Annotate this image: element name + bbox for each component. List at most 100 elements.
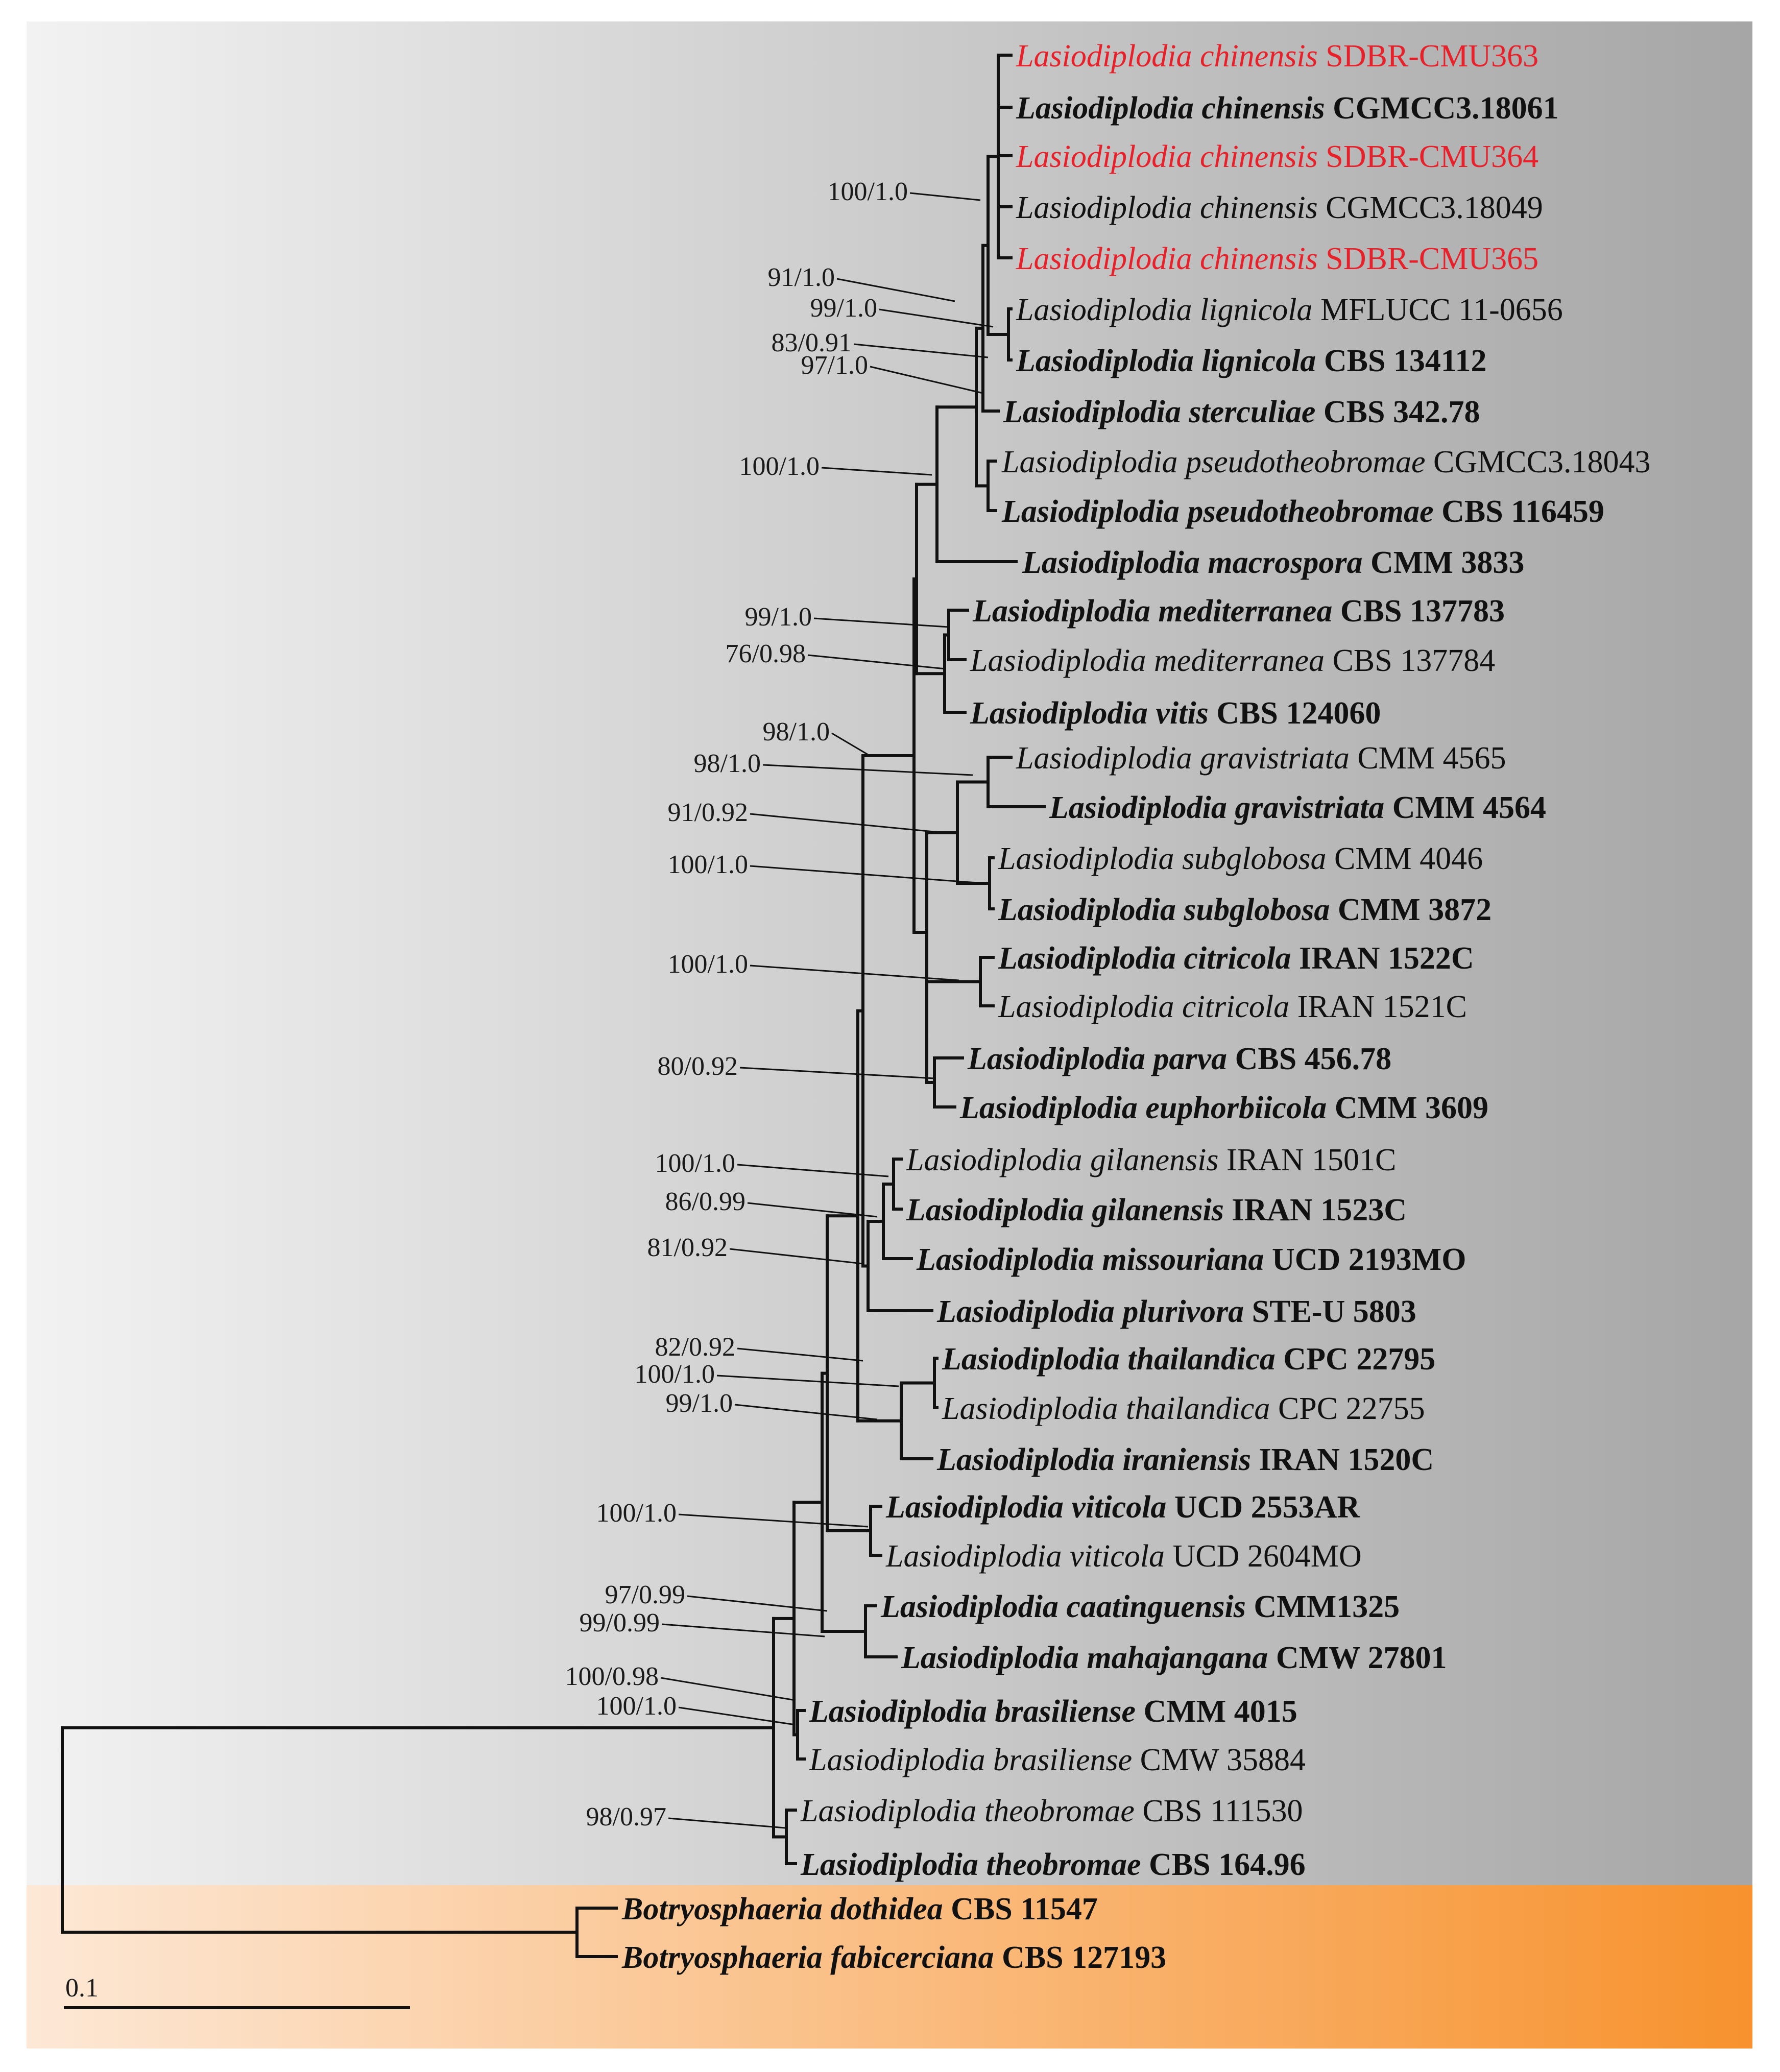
support-value-label: 100/0.98 [565, 1662, 659, 1691]
support-value-label: 83/0.91 [772, 328, 852, 357]
taxon-strain: SDBR-CMU364 [1326, 139, 1538, 174]
taxon-strain: CBS 124060 [1216, 696, 1381, 731]
taxon-label: Lasiodiplodia gravistriata CMM 4565 [1016, 741, 1506, 776]
taxon-strain: CBS 137783 [1340, 594, 1505, 629]
taxon-label: Lasiodiplodia lignicola MFLUCC 11-0656 [1016, 293, 1563, 327]
scale-bar: 0.1 [64, 1973, 410, 2009]
support-leader-line [750, 865, 985, 884]
taxon-species-name: Lasiodiplodia euphorbiicola [959, 1091, 1335, 1125]
support-leader-lines [660, 192, 994, 1829]
taxon-label: Lasiodiplodia macrospora CMM 3833 [1022, 545, 1524, 580]
taxon-species-name: Lasiodiplodia thailandica [942, 1391, 1278, 1426]
support-leader-line [668, 1817, 786, 1829]
taxon-strain: SDBR-CMU363 [1326, 39, 1538, 74]
support-leader-line [879, 308, 994, 328]
support-leader-line [750, 813, 940, 833]
taxon-species-name: Lasiodiplodia vitis [970, 696, 1216, 731]
taxon-strain: CMM 4015 [1143, 1694, 1297, 1729]
taxon-species-name: Lasiodiplodia chinensis [1016, 139, 1326, 174]
support-leader-line [734, 1404, 878, 1420]
taxon-species-name: Lasiodiplodia viticola [885, 1539, 1172, 1574]
taxon-strain: IRAN 1523C [1232, 1193, 1407, 1227]
support-value-label: 81/0.92 [647, 1233, 728, 1262]
taxon-species-name: Lasiodiplodia thailandica [942, 1342, 1283, 1377]
support-value-label: 82/0.92 [655, 1333, 735, 1362]
taxon-strain: SDBR-CMU365 [1326, 242, 1538, 276]
support-value-label: 98/1.0 [763, 717, 830, 746]
taxon-label: Lasiodiplodia theobromae CBS 111530 [800, 1794, 1303, 1828]
taxon-label: Lasiodiplodia theobromae CBS 164.96 [800, 1847, 1306, 1882]
taxon-strain: UCD 2553AR [1174, 1490, 1361, 1525]
taxon-species-name: Lasiodiplodia gravistriata [1016, 741, 1357, 776]
taxon-strain: CPC 22795 [1283, 1342, 1435, 1377]
taxon-species-name: Lasiodiplodia missouriana [916, 1242, 1272, 1277]
support-value-label: 100/1.0 [655, 1149, 735, 1178]
taxon-label: Lasiodiplodia pseudotheobromae CBS 11645… [1001, 494, 1604, 529]
taxon-species-name: Lasiodiplodia pseudotheobromae [1001, 445, 1433, 479]
taxon-species-name: Lasiodiplodia citricola [998, 941, 1299, 976]
taxon-label: Lasiodiplodia mediterranea CBS 137783 [972, 594, 1505, 629]
taxon-label: Lasiodiplodia thailandica CPC 22795 [942, 1342, 1435, 1377]
taxon-label: Lasiodiplodia viticola UCD 2604MO [885, 1539, 1362, 1574]
taxon-strain: CMM 3872 [1338, 893, 1492, 927]
taxon-strain: CBS 116459 [1441, 494, 1604, 529]
taxon-species-name: Lasiodiplodia plurivora [936, 1294, 1252, 1329]
support-leader-line [660, 1677, 796, 1701]
taxon-strain: STE-U 5803 [1252, 1294, 1416, 1329]
taxon-label: Lasiodiplodia gravistriata CMM 4564 [1049, 790, 1546, 825]
scale-bar-label: 0.1 [65, 1973, 99, 2003]
ingroup-background [27, 21, 1752, 1885]
taxon-strain: CBS 134112 [1324, 344, 1487, 378]
taxon-species-name: Lasiodiplodia theobromae [800, 1794, 1142, 1828]
taxon-species-name: Lasiodiplodia chinensis [1016, 242, 1326, 276]
taxon-strain: CBS 11547 [951, 1892, 1098, 1926]
taxon-species-name: Lasiodiplodia mahajangana [901, 1641, 1276, 1675]
taxon-strain: CBS 111530 [1142, 1794, 1303, 1828]
taxon-species-name: Lasiodiplodia viticola [885, 1490, 1174, 1525]
taxon-label: Lasiodiplodia subglobosa CMM 4046 [998, 841, 1483, 876]
taxon-species-name: Lasiodiplodia parva [967, 1042, 1235, 1076]
taxon-species-name: Lasiodiplodia mediterranea [972, 594, 1340, 629]
taxon-strain: CMW 35884 [1140, 1743, 1306, 1777]
support-leader-line [737, 1164, 889, 1177]
support-value-label: 80/0.92 [658, 1052, 738, 1081]
taxon-label: Lasiodiplodia pseudotheobromae CGMCC3.18… [1001, 445, 1651, 479]
taxon-label: Lasiodiplodia parva CBS 456.78 [967, 1042, 1391, 1076]
outgroup-background [27, 1885, 1752, 2049]
support-value-label: 99/1.0 [666, 1389, 733, 1418]
taxon-strain: CMM1325 [1254, 1589, 1400, 1624]
taxon-strain: CBS 164.96 [1149, 1847, 1306, 1882]
taxon-species-name: Lasiodiplodia gravistriata [1049, 790, 1392, 825]
taxon-species-name: Lasiodiplodia mediterranea [970, 643, 1333, 678]
support-leader-line [813, 617, 949, 628]
taxon-label: Lasiodiplodia caatinguensis CMM1325 [880, 1589, 1400, 1624]
support-leader-line [831, 732, 869, 756]
taxon-label: Lasiodiplodia mahajangana CMW 27801 [901, 1641, 1447, 1675]
taxon-species-name: Lasiodiplodia pseudotheobromae [1001, 494, 1441, 529]
support-leader-line [739, 1067, 935, 1079]
taxon-species-name: Lasiodiplodia chinensis [1016, 91, 1333, 126]
support-leader-line [729, 1248, 863, 1265]
taxon-label: Lasiodiplodia brasiliense CMW 35884 [809, 1743, 1306, 1777]
taxon-strain: CBS 137784 [1333, 643, 1496, 678]
support-value-label: 98/1.0 [694, 749, 761, 778]
taxon-label: Lasiodiplodia vitis CBS 124060 [970, 696, 1381, 731]
taxon-strain: CBS 127193 [1002, 1940, 1166, 1975]
support-value-label: 91/0.92 [668, 798, 748, 827]
taxon-strain: CPC 22755 [1278, 1391, 1425, 1426]
taxon-species-name: Lasiodiplodia chinensis [1016, 190, 1326, 225]
taxon-strain: IRAN 1521C [1297, 990, 1467, 1024]
support-leader-line [678, 1706, 796, 1726]
support-values: 100/1.091/1.099/1.083/0.9197/1.0100/1.09… [565, 177, 908, 1832]
tree-branches [61, 54, 1046, 1958]
support-leader-line [737, 1347, 863, 1362]
support-leader-line [870, 366, 983, 394]
taxon-strain: CMM 3609 [1335, 1091, 1488, 1125]
support-leader-line [909, 192, 981, 201]
taxon-strain: CGMCC3.18043 [1433, 445, 1650, 479]
taxon-label: Lasiodiplodia gilanensis IRAN 1523C [906, 1193, 1407, 1227]
support-value-label: 100/1.0 [668, 850, 748, 879]
taxon-strain: IRAN 1522C [1299, 941, 1474, 976]
